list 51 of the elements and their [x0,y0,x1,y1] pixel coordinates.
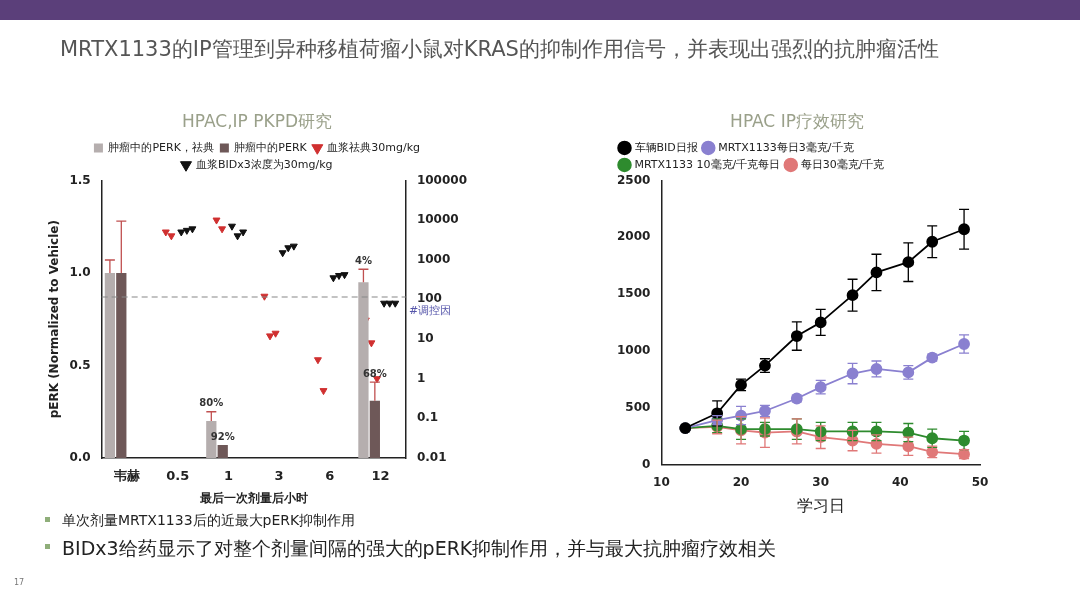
x-axis-title: 学习日 [796,495,845,515]
y2-tick-label: 10 [416,331,434,346]
legend-label: 肿瘤中的PERK [234,140,308,154]
annotation: 4% [354,254,372,266]
y2-tick-label: 10000 [416,212,459,227]
annotation: 68% [362,367,387,379]
y2-tick-label: 1000 [416,251,451,266]
x-tick-label: 12 [371,468,390,484]
legend-label: 血浆祛典30mg/kg [327,140,421,154]
x-tick-label: 1 [223,468,233,484]
y2-tick-label: 0.01 [416,450,447,465]
y-tick-label: 1500 [616,286,651,301]
x-tick-label: 20 [732,474,750,489]
ref-line-label: #调控因 [408,304,452,318]
y-axis-title: pERK (Normalized to Vehicle) [47,220,62,419]
y-tick-label: 2000 [616,229,651,244]
annotation: 80% [199,397,224,409]
y2-tick-label: 0.1 [416,410,439,425]
y-tick-label: 0 [642,456,651,471]
y-tick-label: 0.5 [69,357,91,372]
x-tick-label: 6 [325,468,335,484]
x-tick-label: 40 [892,474,909,489]
y2-tick-label: 100 [416,291,442,306]
annotation: 92% [210,430,235,442]
y-tick-label: 1000 [616,342,651,357]
x-axis-title: 最后一次剂量后小时 [198,490,308,505]
text: BIDx3给药显示了对整个剂量间隔的强大的pERK抑制作用，并与最大抗肿瘤疗效相关 [62,536,777,561]
chart-title: HPAC IP疗效研究 [730,110,864,131]
chart-title: HPAC,IP PKPD研究 [182,110,332,131]
x-tick-label: 50 [971,474,989,489]
y-tick-label: 1.0 [69,265,91,280]
legend-label: 肿瘤中的PERK，祛典 [108,140,214,154]
legend-label: 每日30毫克/千克 [800,157,885,171]
text: 单次剂量MRTX1133后的近最大pERK抑制作用 [62,512,356,530]
y-tick-label: 2500 [616,172,651,187]
y-tick-label: 1.5 [69,172,91,187]
legend-label: MRTX1133 10毫克/千克每日 [634,157,781,171]
x-tick-label: 0.5 [166,468,190,484]
x-tick-label: 韦赫 [113,468,141,484]
x-tick-label: 10 [653,474,670,489]
y2-tick-label: 100000 [416,172,468,187]
text: 17 [14,578,25,587]
legend-label: MRTX1133每日3毫克/千克 [718,140,854,154]
text: MRTX1133的IP管理到异种移植荷瘤小鼠对KRAS的抑制作用信号，并表现出强烈的抗肿瘤活性 [60,36,940,63]
legend-label: 车辆BID日报 [634,140,698,154]
y-tick-label: 500 [625,399,651,414]
y-tick-label: 0.0 [69,450,91,465]
x-tick-label: 30 [812,474,830,489]
legend-label: 血浆BIDx3浓度为30mg/kg [195,157,333,171]
y2-tick-label: 1 [416,370,426,385]
x-tick-label: 3 [274,468,284,484]
